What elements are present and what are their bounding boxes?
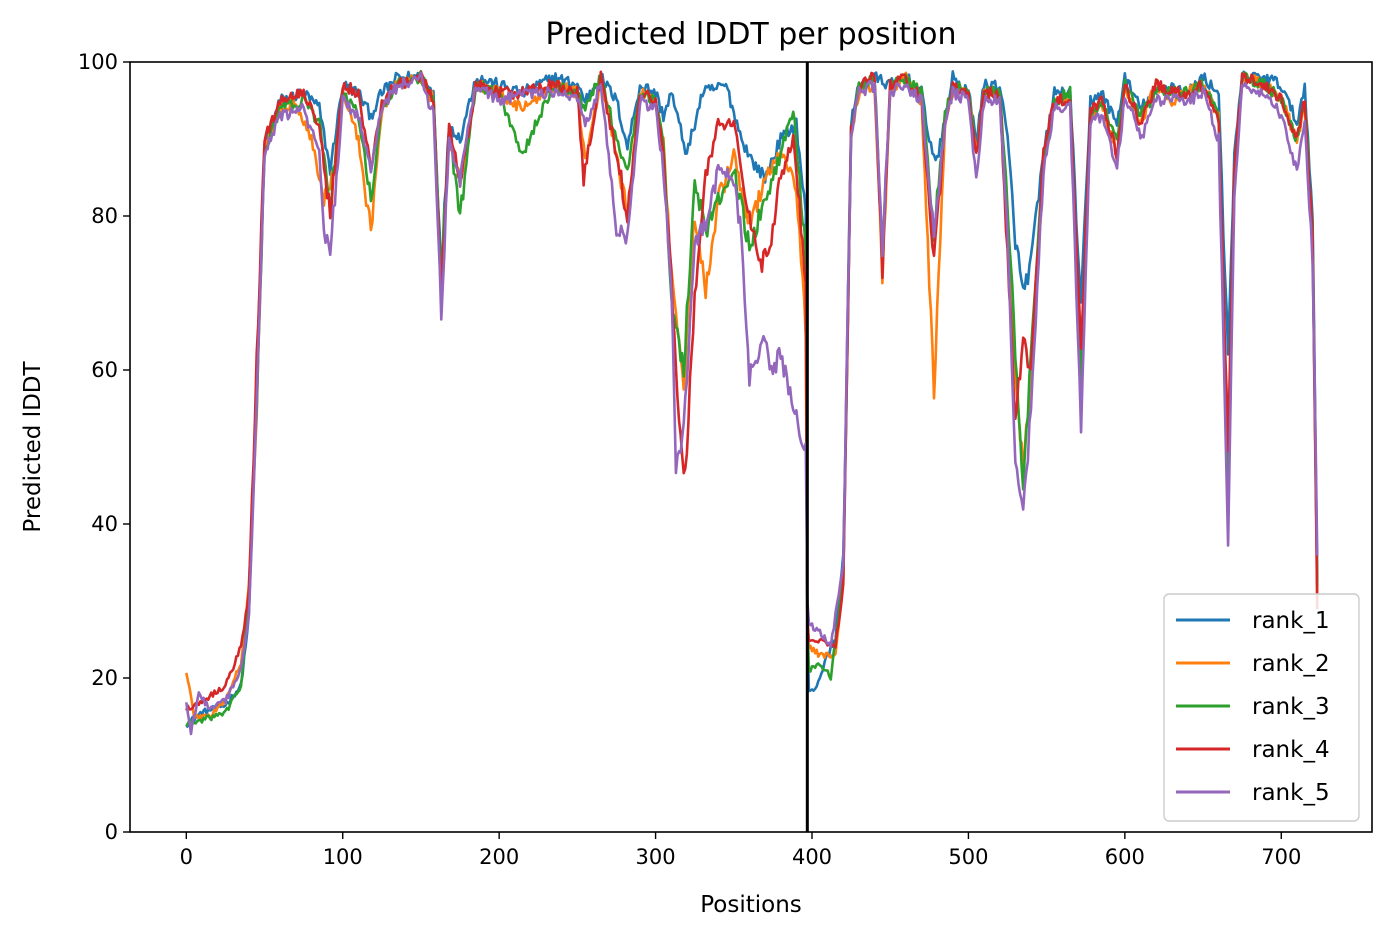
legend: rank_1 rank_2 rank_3 rank_4 rank_5 — [1163, 593, 1360, 822]
legend-box — [1163, 593, 1360, 822]
legend-label: rank_2 — [1252, 651, 1330, 677]
x-tick-label: 600 — [1105, 845, 1145, 869]
legend-label: rank_5 — [1252, 780, 1330, 806]
y-tick-label: 40 — [91, 512, 118, 536]
x-axis-label: Positions — [700, 892, 802, 918]
x-tick-label: 700 — [1261, 845, 1301, 869]
y-tick-label: 80 — [91, 204, 118, 228]
x-tick-label: 200 — [479, 845, 519, 869]
legend-label: rank_3 — [1252, 694, 1330, 720]
x-tick-label: 0 — [180, 845, 193, 869]
x-axis: 0 100 200 300 400 500 600 700 — [180, 832, 1301, 869]
y-axis-label: Predicted lDDT — [20, 360, 46, 532]
legend-label: rank_4 — [1252, 737, 1330, 763]
legend-label: rank_1 — [1252, 608, 1330, 634]
y-tick-label: 0 — [105, 820, 118, 844]
y-tick-label: 20 — [91, 666, 118, 690]
y-tick-label: 60 — [91, 358, 118, 382]
x-tick-label: 400 — [792, 845, 832, 869]
chart-title: Predicted lDDT per position — [546, 17, 957, 52]
series-line-rank-1 — [185, 70, 1319, 729]
plot-border — [129, 61, 1373, 833]
x-tick-label: 500 — [948, 845, 988, 869]
y-axis: 0 20 40 60 80 100 — [78, 50, 130, 844]
x-tick-label: 300 — [636, 845, 676, 869]
y-tick-label: 100 — [78, 50, 118, 74]
x-tick-label: 100 — [323, 845, 363, 869]
series-layer — [185, 69, 1319, 736]
series-line-rank-5 — [185, 71, 1319, 736]
